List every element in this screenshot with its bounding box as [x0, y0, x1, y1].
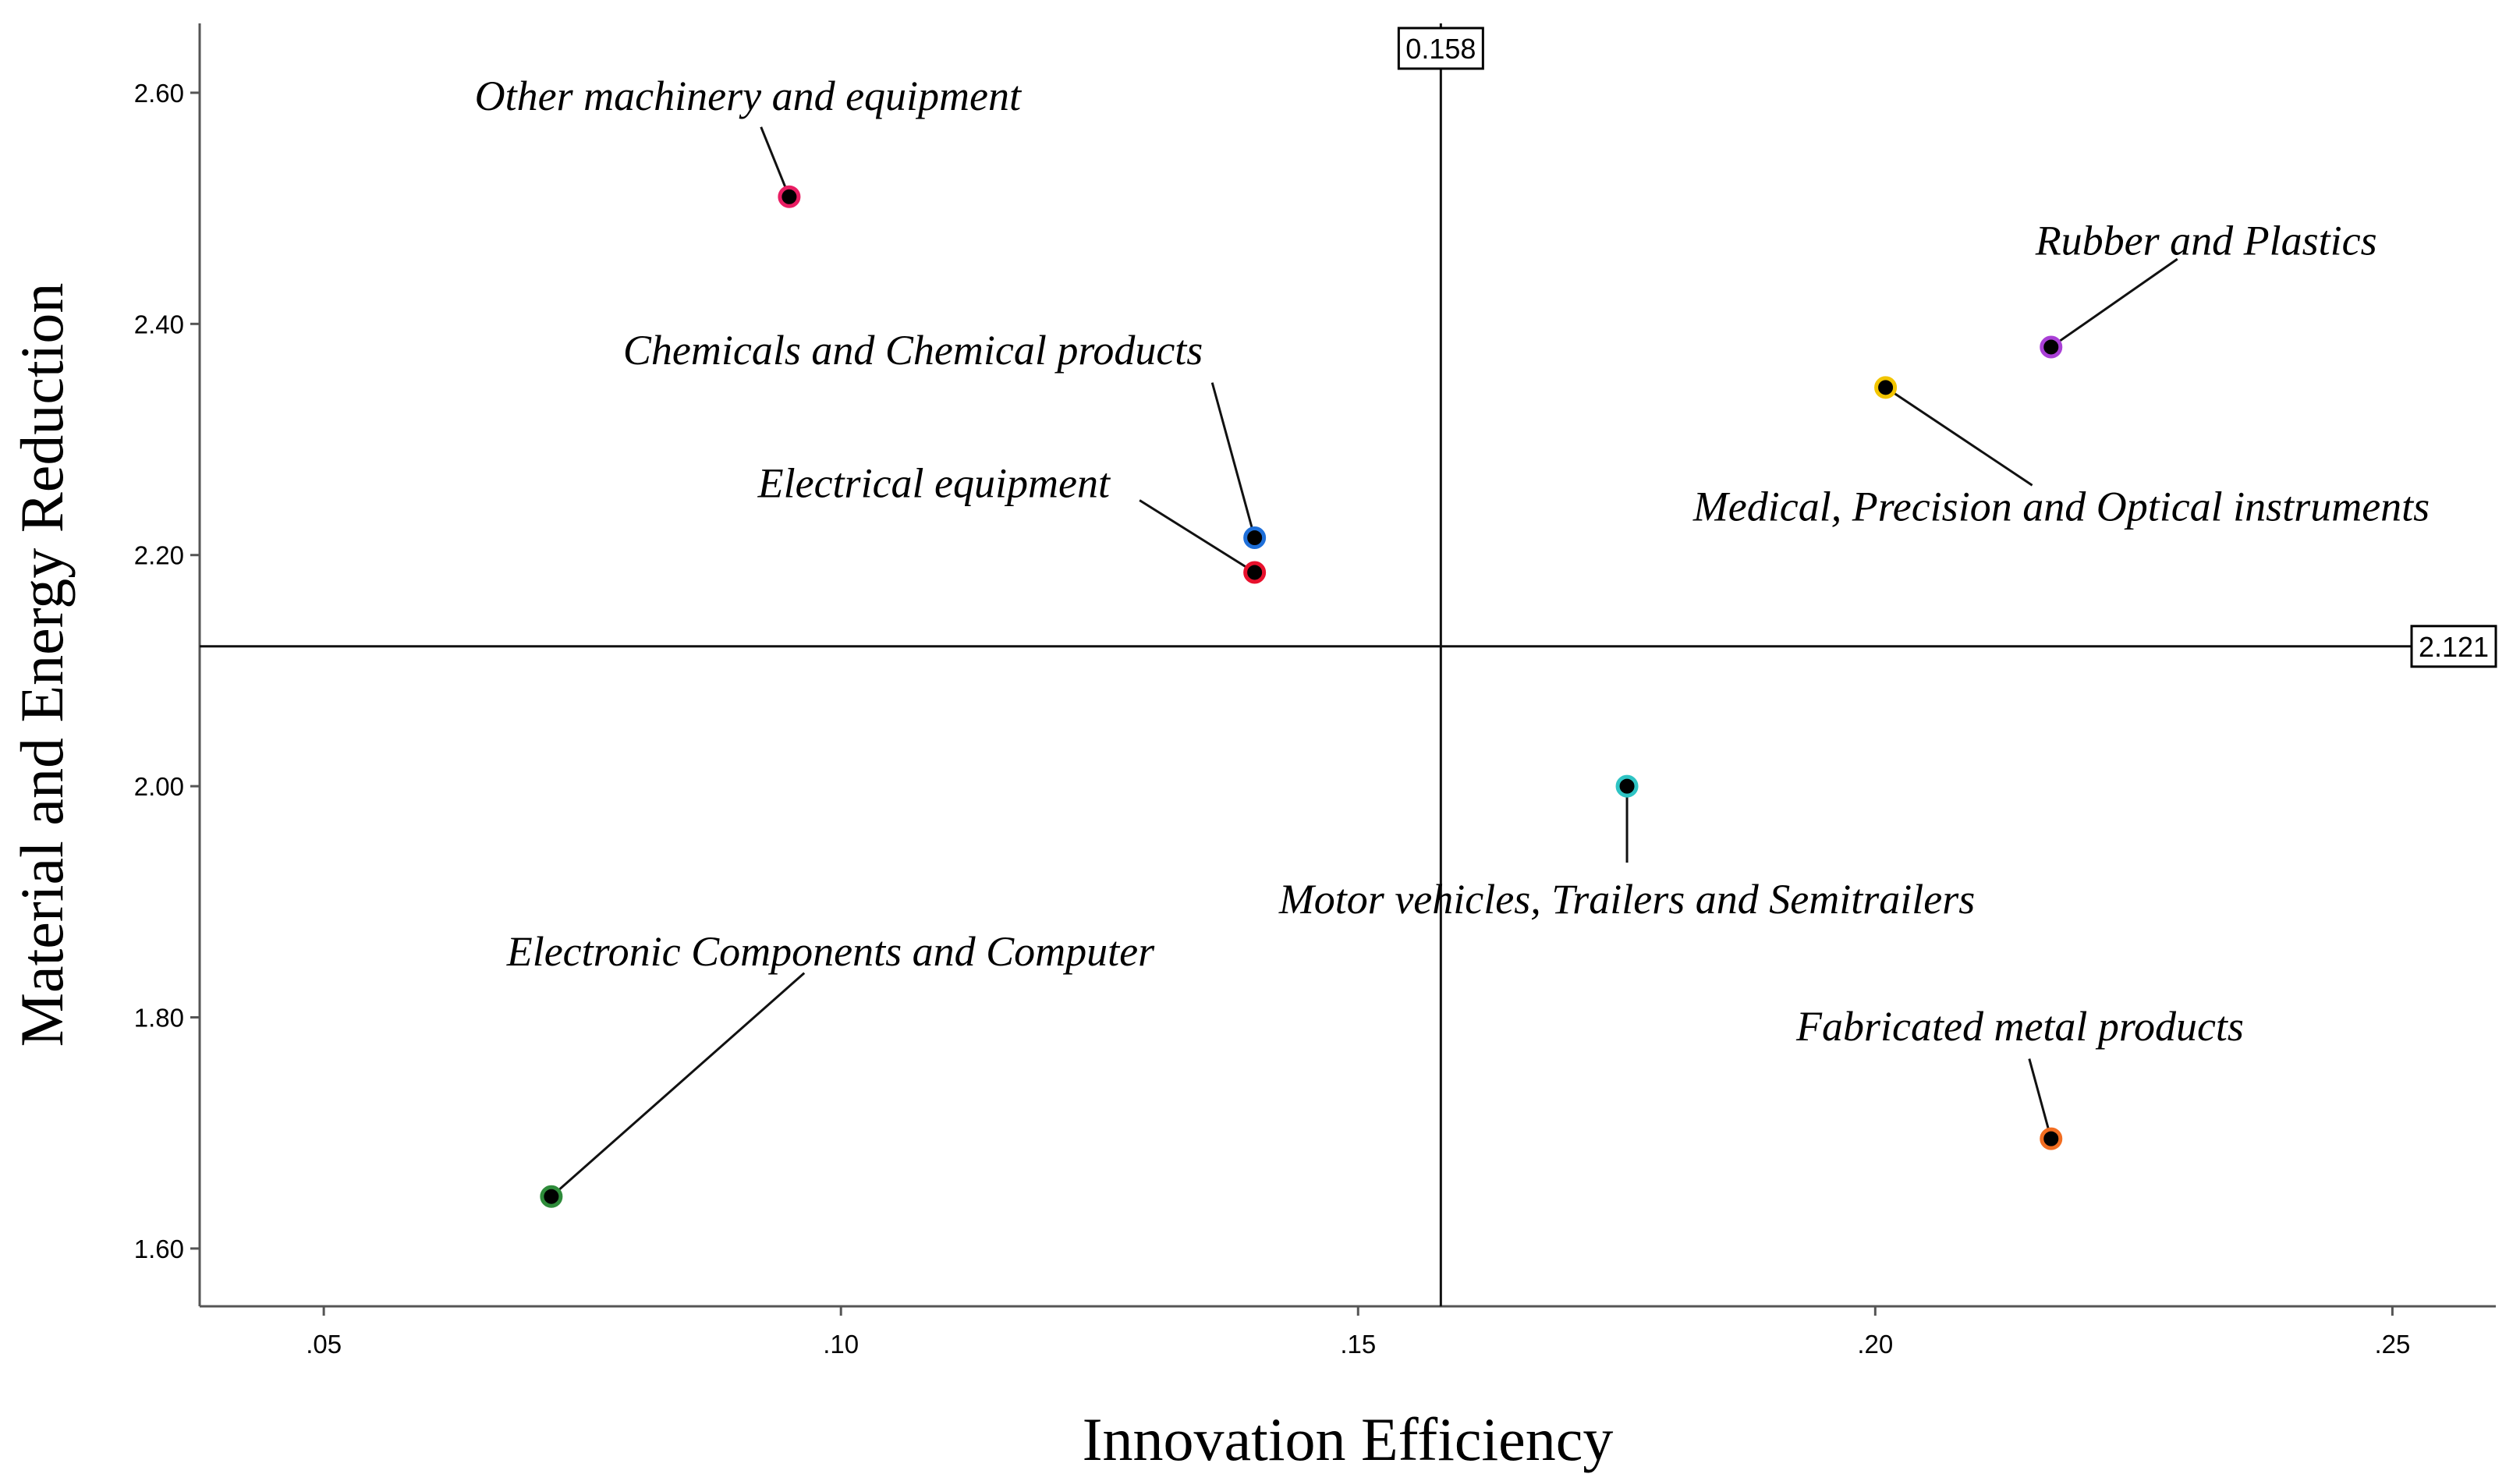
- data-point: [1243, 526, 1267, 549]
- leader-line: [2059, 257, 2178, 342]
- y-axis-title: Material and Energy Reduction: [8, 283, 76, 1047]
- x-tick-label: .15: [1340, 1330, 1376, 1359]
- data-point: [1243, 561, 1267, 584]
- y-tick-label: 2.40: [134, 310, 184, 338]
- point-label: Chemicals and Chemical products: [623, 327, 1203, 374]
- y-tick-label: 1.80: [134, 1004, 184, 1033]
- x-tick-label: .20: [1857, 1330, 1893, 1359]
- leader-line: [2028, 1058, 2050, 1128]
- data-point: [540, 1185, 563, 1208]
- reference-label-horizontal: 2.121: [2419, 631, 2489, 663]
- x-axis-title: Innovation Efficiency: [1083, 1405, 1614, 1473]
- leader-line: [1894, 392, 2033, 487]
- y-tick-label: 2.60: [134, 79, 184, 108]
- leader-line: [1139, 499, 1246, 568]
- leader-line: [1210, 382, 1253, 528]
- x-tick-label: .10: [823, 1330, 859, 1359]
- axes: [198, 23, 2496, 1308]
- x-tick-label: .05: [306, 1330, 342, 1359]
- point-label: Electronic Components and Computer: [506, 928, 1155, 975]
- data-point: [1615, 774, 1639, 798]
- point-label: Electrical equipment: [757, 460, 1111, 507]
- reference-label-box-horizontal: [2410, 625, 2497, 668]
- point-label: Fabricated metal products: [1795, 1003, 2244, 1050]
- leader-line: [558, 972, 806, 1191]
- data-point: [2040, 1127, 2063, 1150]
- reference-lines: 0.158 2.121: [200, 23, 2497, 1306]
- data-point: [1874, 376, 1898, 399]
- data-point: [2040, 335, 2063, 359]
- y-tick-label: 2.20: [134, 541, 184, 570]
- data-point: [778, 185, 801, 208]
- ticks: .05 .10 .15 .20 .25 1.60 1.80 2.00 2.20 2.40 2.60: [134, 79, 2411, 1359]
- y-tick-label: 1.60: [134, 1235, 184, 1263]
- point-label: Rubber and Plastics: [2035, 217, 2377, 264]
- point-label: Other machinery and equipment: [475, 73, 1023, 119]
- leader-line: [760, 126, 787, 187]
- reference-label-box-vertical: [1397, 27, 1484, 70]
- reference-label-vertical: 0.158: [1405, 33, 1476, 65]
- x-tick-label: .25: [2374, 1330, 2410, 1359]
- y-tick-label: 2.00: [134, 772, 184, 801]
- point-label: Motor vehicles, Trailers and Semitrailer…: [1278, 876, 1975, 923]
- point-label: Medical, Precision and Optical instrumen…: [1692, 483, 2430, 530]
- data-points: Other machinery and equipment Chemicals a…: [475, 73, 2430, 1208]
